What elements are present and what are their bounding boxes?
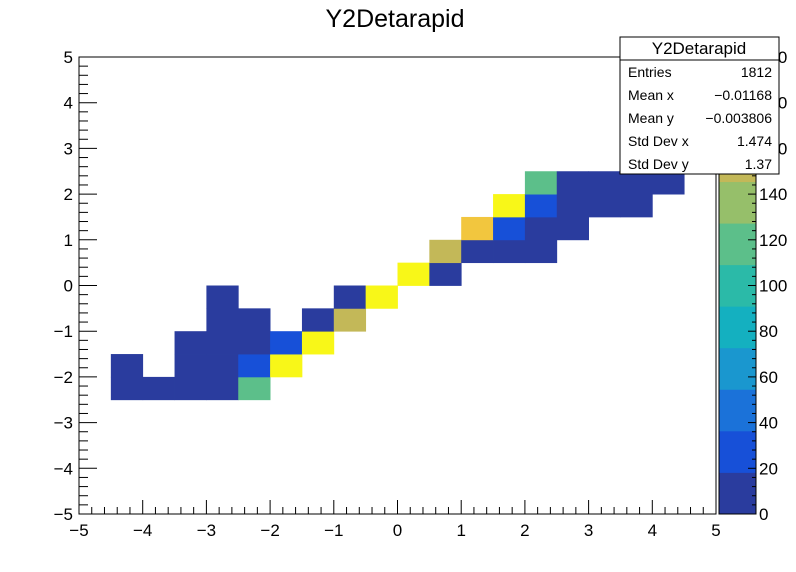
heatmap-bin (206, 376, 239, 401)
heatmap-bin (333, 308, 367, 332)
stats-box: Y2Detarapid Entries 1812 Mean x −0.01168 Mea… (619, 36, 780, 175)
y-axis: −5 −4 −3 −2 −1 0 1 2 3 4 5 (54, 48, 97, 524)
heatmap-bin (556, 216, 589, 241)
palette-swatch (719, 389, 756, 432)
z-tick-label: 120 (759, 231, 787, 250)
stats-title: Y2Detarapid (652, 39, 747, 58)
heatmap-bin (493, 194, 526, 218)
z-tick-label: 40 (759, 414, 778, 433)
bins-layer (110, 171, 685, 401)
y-tick-label: 1 (64, 231, 73, 250)
palette-swatch (719, 306, 756, 349)
heatmap-bin (238, 376, 271, 401)
heatmap-bin (301, 308, 335, 332)
heatmap-bin (620, 194, 653, 218)
y-tick-label: −5 (54, 505, 73, 524)
y-tick-label: −1 (54, 322, 73, 341)
heatmap-bin (524, 171, 558, 195)
stats-value: −0.003806 (705, 110, 772, 126)
z-tick-label: 0 (759, 505, 768, 524)
x-tick-label: 5 (711, 521, 720, 540)
palette-swatch (719, 181, 756, 224)
heatmap-bin (429, 262, 462, 286)
x-tick-label: 3 (584, 521, 593, 540)
heatmap-bin (620, 171, 653, 195)
heatmap-bin (556, 194, 589, 218)
y-tick-label: −3 (54, 414, 73, 433)
heatmap-bin (206, 354, 239, 378)
heatmap-bin (461, 216, 494, 241)
stats-rows: Entries 1812 Mean x −0.01168 Mean y −0.003806… (628, 64, 772, 172)
x-axis: −5 −4 −3 −2 −1 0 1 2 3 4 5 (69, 500, 721, 540)
heatmap-bin (365, 285, 398, 309)
heatmap-bin (493, 239, 526, 264)
z-tick-label: 100 (759, 277, 787, 296)
stats-label: Mean y (628, 110, 674, 126)
heatmap-bin (110, 376, 144, 401)
heatmap-bin (333, 285, 367, 309)
heatmap-bin (206, 331, 239, 355)
z-tick-label: 80 (759, 322, 778, 341)
heatmap-bin (493, 216, 526, 241)
y-tick-label: 0 (64, 277, 73, 296)
heatmap-bin (524, 239, 558, 264)
palette-swatch (719, 223, 756, 266)
heatmap-bin (429, 239, 462, 264)
y-tick-label: −2 (54, 368, 73, 387)
heatmap-bin (206, 285, 239, 309)
heatmap-bin (588, 194, 621, 218)
heatmap-bin (524, 216, 558, 241)
x-tick-label: 0 (393, 521, 402, 540)
x-tick-label: 1 (456, 521, 465, 540)
z-tick-label: 140 (759, 185, 787, 204)
heatmap-bin (238, 308, 271, 332)
y-tick-label: 3 (64, 139, 73, 158)
y-tick-label: 2 (64, 185, 73, 204)
heatmap-bin (270, 331, 303, 355)
heatmap-bin (174, 376, 207, 401)
stats-label: Std Dev x (628, 133, 689, 149)
palette-swatch (719, 430, 756, 473)
z-tick-label: 60 (759, 368, 778, 387)
stats-value: 1.37 (745, 156, 772, 172)
heatmap-bin (110, 354, 144, 378)
y-tick-label: −4 (54, 459, 73, 478)
stats-label: Entries (628, 64, 672, 80)
stats-label: Std Dev y (628, 156, 689, 172)
heatmap-bin (206, 308, 239, 332)
heatmap-bin (142, 376, 175, 401)
heatmap-bin (238, 354, 271, 378)
z-tick-label: 20 (759, 459, 778, 478)
x-tick-label: −4 (133, 521, 152, 540)
heatmap-bin (238, 331, 271, 355)
chart-title: Y2Detarapid (326, 5, 465, 33)
heatmap-bin (174, 331, 207, 355)
heatmap-bin (652, 171, 685, 195)
stats-value: 1.474 (737, 133, 772, 149)
stats-value: −0.01168 (714, 87, 772, 103)
heatmap-bin (524, 194, 558, 218)
heatmap-bin (301, 331, 335, 355)
heatmap-bin (588, 171, 621, 195)
heatmap-bin (397, 262, 430, 286)
palette-swatch (719, 347, 756, 390)
stats-label: Mean x (628, 87, 674, 103)
heatmap-bin (174, 354, 207, 378)
heatmap-bin (270, 354, 303, 378)
heatmap-bin (556, 171, 589, 195)
x-tick-label: −2 (260, 521, 279, 540)
y-tick-label: 4 (64, 94, 73, 113)
palette-swatch (719, 472, 756, 515)
x-tick-label: 4 (648, 521, 657, 540)
x-tick-label: −3 (197, 521, 216, 540)
x-tick-label: −5 (69, 521, 88, 540)
stats-value: 1812 (741, 64, 772, 80)
x-tick-label: −1 (324, 521, 343, 540)
y-tick-label: 5 (64, 48, 73, 67)
x-tick-label: 2 (520, 521, 529, 540)
heatmap-bin (461, 239, 494, 264)
